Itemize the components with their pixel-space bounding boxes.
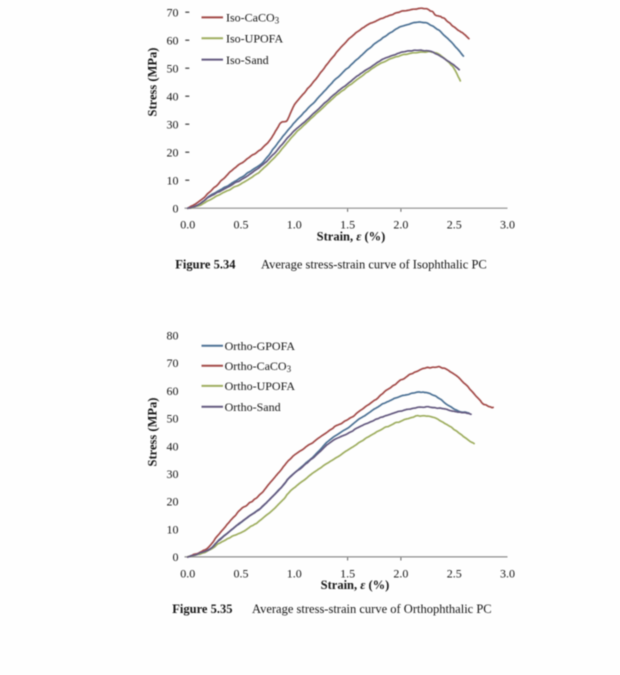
svg-text:0: 0	[173, 550, 179, 564]
svg-text:0.0: 0.0	[180, 218, 195, 232]
svg-text:70: 70	[167, 5, 179, 19]
svg-text:Ortho-UPOFA: Ortho-UPOFA	[225, 379, 296, 393]
svg-text:2.5: 2.5	[447, 567, 462, 581]
svg-text:Ortho-Sand: Ortho-Sand	[225, 400, 281, 414]
svg-text:0.5: 0.5	[234, 567, 249, 581]
svg-text:Average stress-strain curve of: Average stress-strain curve of Orthophth…	[252, 602, 492, 616]
svg-text:2.0: 2.0	[393, 567, 408, 581]
svg-text:Strain, ε (%): Strain, ε (%)	[317, 230, 386, 244]
svg-text:10: 10	[167, 173, 179, 187]
svg-text:Stress (MPa): Stress (MPa)	[146, 398, 160, 467]
svg-text:70: 70	[167, 356, 179, 370]
svg-text:Average stress-strain curve of: Average stress-strain curve of Isophthal…	[261, 257, 487, 271]
svg-text:50: 50	[167, 412, 179, 426]
svg-text:50: 50	[167, 61, 179, 75]
svg-text:1.0: 1.0	[287, 218, 302, 232]
svg-text:1.0: 1.0	[287, 567, 302, 581]
svg-text:3.0: 3.0	[500, 218, 515, 232]
svg-text:40: 40	[167, 439, 179, 453]
svg-text:40: 40	[167, 89, 179, 103]
svg-text:1.5: 1.5	[340, 567, 355, 581]
svg-text:Figure 5.34: Figure 5.34	[175, 257, 236, 271]
svg-text:2.5: 2.5	[447, 218, 462, 232]
svg-text:30: 30	[167, 467, 179, 481]
svg-text:2.0: 2.0	[393, 218, 408, 232]
svg-text:Ortho-CaCO3: Ortho-CaCO3	[225, 359, 292, 374]
svg-text:Iso-CaCO3: Iso-CaCO3	[226, 11, 280, 26]
svg-text:0.0: 0.0	[180, 567, 195, 581]
svg-text:30: 30	[167, 117, 179, 131]
svg-text:60: 60	[167, 384, 179, 398]
svg-text:60: 60	[167, 33, 179, 47]
svg-text:Iso-UPOFA: Iso-UPOFA	[226, 31, 283, 45]
svg-text:Stress (MPa): Stress (MPa)	[146, 48, 160, 117]
svg-text:80: 80	[167, 329, 179, 343]
svg-text:20: 20	[167, 145, 179, 159]
svg-text:Strain, ε (%): Strain, ε (%)	[321, 578, 390, 592]
svg-text:Figure 5.35: Figure 5.35	[172, 602, 232, 616]
svg-text:1.5: 1.5	[340, 218, 355, 232]
svg-text:10: 10	[167, 522, 179, 536]
svg-text:Ortho-GPOFA: Ortho-GPOFA	[225, 339, 296, 353]
svg-text:0.5: 0.5	[234, 218, 249, 232]
svg-text:3.0: 3.0	[500, 567, 515, 581]
svg-text:20: 20	[167, 495, 179, 509]
svg-text:0: 0	[173, 201, 179, 215]
svg-text:Iso-Sand: Iso-Sand	[226, 53, 269, 67]
